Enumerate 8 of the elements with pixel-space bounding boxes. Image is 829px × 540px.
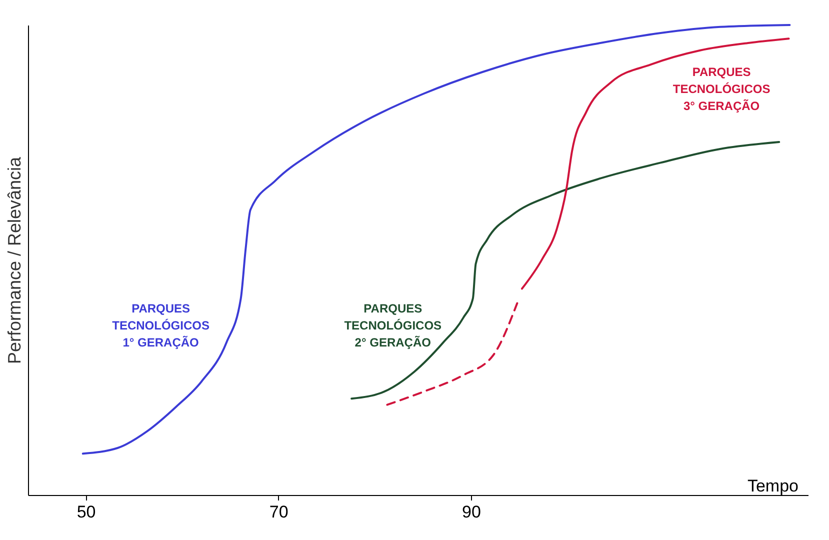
series-label: PARQUES TECNOLÓGICOS 2° GERAÇÃO bbox=[344, 302, 442, 350]
x-tick-label: 70 bbox=[269, 502, 288, 522]
y-axis-title: Performance / Relevância bbox=[4, 156, 24, 364]
x-tick-label: 50 bbox=[76, 502, 96, 522]
x-axis-title: Tempo bbox=[747, 476, 798, 496]
x-tick-label: 90 bbox=[462, 502, 481, 522]
series-label: PARQUES TECNOLÓGICOS 3° GERAÇÃO bbox=[672, 64, 770, 113]
series-label: PARQUES TECNOLÓGICOS 1° GERAÇÃO bbox=[112, 302, 210, 350]
